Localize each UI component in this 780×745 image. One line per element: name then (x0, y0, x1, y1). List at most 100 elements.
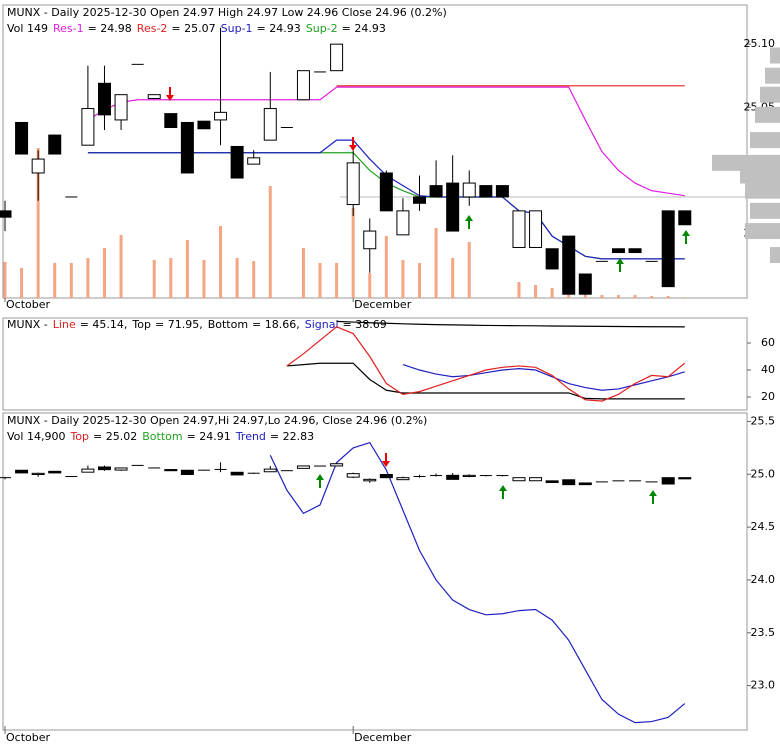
header: MUNX - Daily 2025-12-30 Open 24.97 High … (7, 6, 447, 19)
arrow-head (649, 490, 657, 496)
candle-body (180, 469, 194, 475)
legend-name: Res-1 (53, 22, 84, 35)
arrow-head (382, 461, 390, 467)
legend-value: = 22.83 (270, 430, 314, 443)
legend-value: = 24.91 (187, 430, 231, 443)
candle-body (661, 477, 675, 485)
candle-body (346, 162, 360, 206)
candle-body (678, 210, 692, 226)
volume-bar (534, 285, 538, 298)
volume-bar (252, 261, 256, 298)
candle-body (296, 465, 310, 469)
candle-body (462, 182, 476, 198)
profile-bar (760, 86, 780, 103)
candle-body (479, 185, 493, 198)
legend-name: Sup-1 (221, 22, 253, 35)
signal-arrow (682, 230, 690, 244)
signal-arrow (649, 490, 657, 504)
volume-bar (36, 148, 40, 298)
y-tick-label: 20 (761, 390, 775, 403)
legend-value: = 18.66, (252, 318, 300, 331)
legend-name: Bottom (208, 318, 248, 331)
candle-body (230, 471, 244, 476)
candle-body (48, 470, 62, 474)
trend-panel (2, 412, 748, 731)
volume-bar (3, 262, 7, 298)
candle-body (545, 248, 559, 270)
arrow-head (166, 95, 174, 101)
legend-value: = 38.69 (343, 318, 387, 331)
candle-body (164, 469, 178, 472)
profile-bar (750, 202, 780, 219)
legend-value: = 45.14, (80, 318, 128, 331)
volume-bar (451, 258, 455, 298)
arrow-head (682, 230, 690, 236)
candle-body (495, 185, 509, 198)
candle-body (578, 273, 592, 295)
candle-body (230, 145, 244, 179)
volume-bar (102, 248, 106, 298)
volume-bar (616, 295, 620, 298)
candle-body (97, 466, 111, 471)
volume-bar (119, 235, 123, 298)
legend-value: = 24.98 (88, 22, 132, 35)
volume-bar (666, 296, 670, 298)
candle-body (81, 468, 95, 473)
x-tick-label: October (6, 731, 50, 744)
candle-body (15, 469, 29, 474)
legend-value: = 24.93 (257, 22, 301, 35)
x-tick-label: October (6, 298, 50, 311)
series-line (269, 441, 686, 724)
profile-bar (755, 106, 780, 123)
legend-name: Trend (235, 430, 266, 443)
profile-bar (740, 167, 780, 184)
candle-body (413, 196, 426, 204)
y-tick-label: 40 (761, 363, 775, 376)
volume-bar (202, 260, 206, 298)
volume-bar (235, 258, 239, 298)
legend-name: Top (131, 318, 151, 331)
volume-bar (368, 273, 372, 298)
volume-bar (384, 236, 388, 298)
volume-bar (86, 258, 90, 298)
candle-body (114, 94, 128, 121)
candle-body (363, 230, 377, 250)
x-tick-label: December (354, 731, 412, 744)
candle-body (97, 82, 111, 116)
legend-value: = 25.02 (93, 430, 137, 443)
candle-body (661, 210, 675, 288)
candle-body (512, 477, 526, 482)
volume-bar (633, 295, 637, 298)
profile-bar (770, 47, 780, 64)
arrow-head (316, 474, 324, 480)
volume-bar (583, 294, 587, 298)
candle-body (379, 473, 393, 479)
profile-bar (745, 182, 780, 199)
profile-bar (745, 223, 780, 240)
candle-body (462, 474, 476, 478)
header: MUNX - (7, 318, 48, 331)
legend-name: Sup-2 (306, 22, 338, 35)
signal-arrow (616, 258, 624, 272)
candle-body (114, 467, 128, 471)
candle-body (379, 172, 393, 212)
candle-body (562, 235, 576, 295)
legend-name: Top (69, 430, 89, 443)
arrow-head (499, 485, 507, 491)
series-line (336, 320, 685, 328)
arrow-head (616, 258, 624, 264)
candle-body (263, 108, 277, 141)
legend: Vol 14,900 Top = 25.02 Bottom = 24.91 Trend = … (7, 430, 314, 443)
profile-bar (750, 132, 780, 149)
signal-arrow (382, 453, 390, 467)
candle-body (164, 113, 178, 129)
volume-bar (650, 296, 654, 298)
candle-body (296, 70, 310, 101)
candle-body (578, 482, 592, 486)
signal-arrow (166, 87, 174, 101)
volume-bar (185, 240, 189, 298)
candle-body (611, 248, 625, 254)
candle-body (346, 473, 360, 478)
signal-arrow (465, 215, 473, 229)
